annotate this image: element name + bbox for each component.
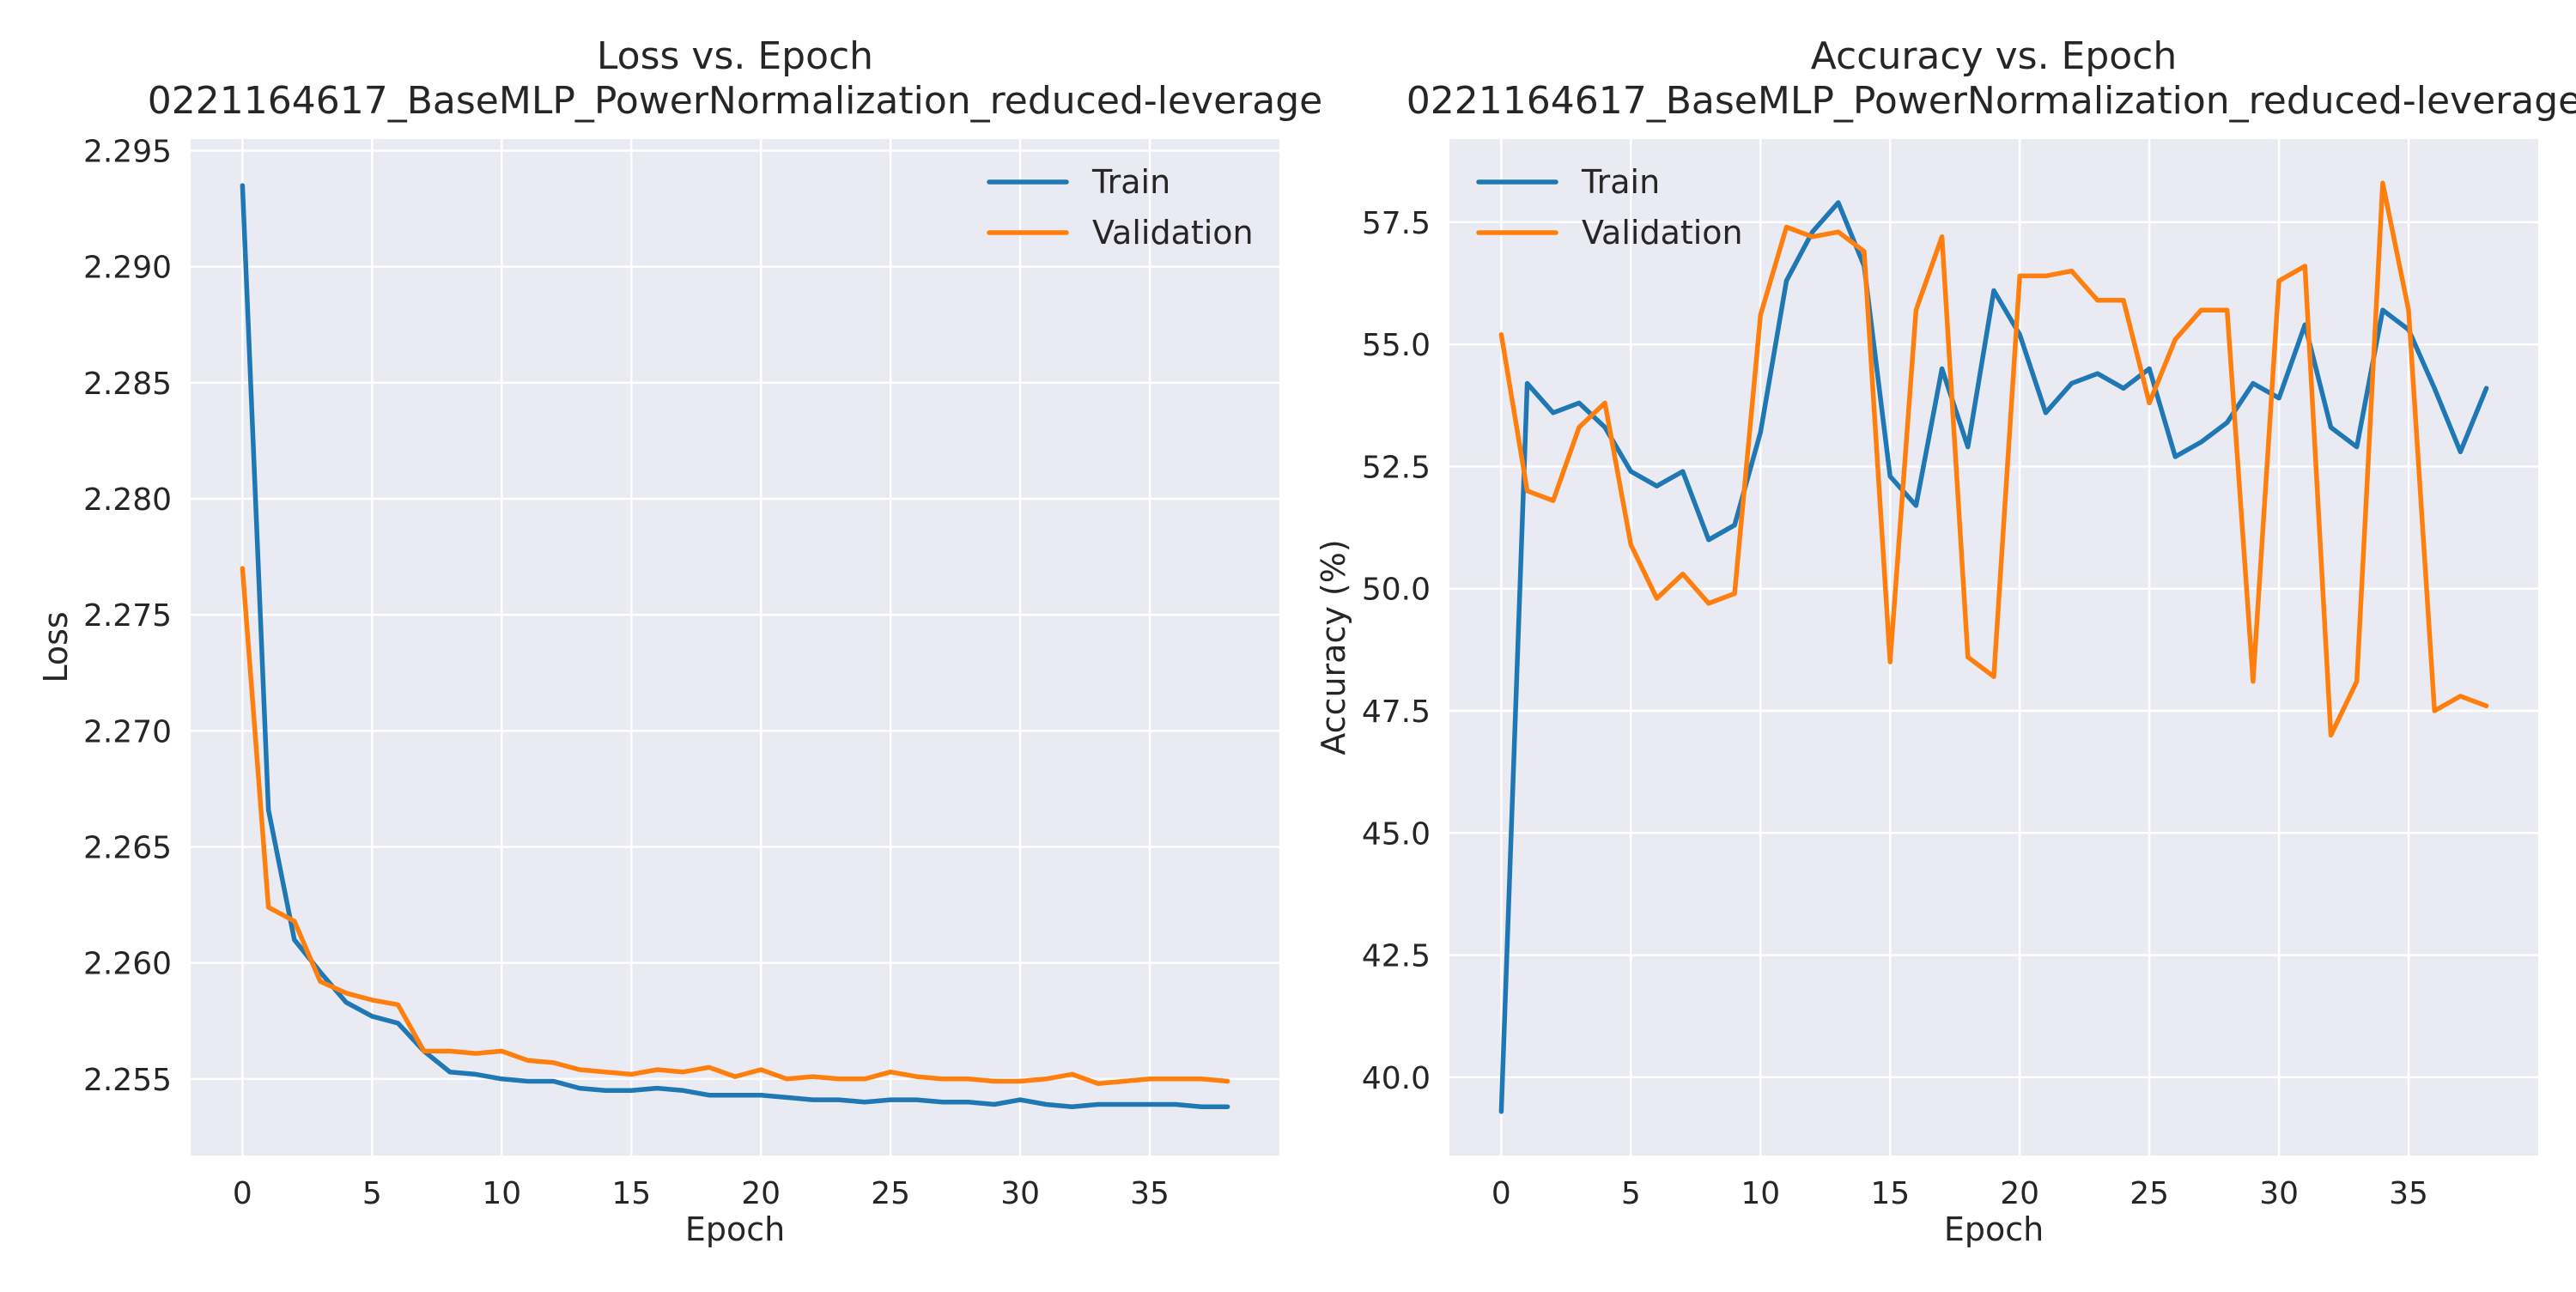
accuracy-x-tick-labels: 0 5 10 15 20 25 30 35 xyxy=(1492,1176,2428,1211)
loss-x-tick-label: 25 xyxy=(871,1176,910,1211)
loss-x-tick-label: 15 xyxy=(611,1176,651,1211)
loss-x-tick-label: 20 xyxy=(741,1176,781,1211)
accuracy-x-tick-label: 25 xyxy=(2129,1176,2169,1211)
accuracy-x-tick-label: 15 xyxy=(1870,1176,1910,1211)
accuracy-y-tick-label: 57.5 xyxy=(1362,206,1431,241)
accuracy-y-tick-label: 55.0 xyxy=(1362,328,1431,363)
accuracy-x-tick-label: 30 xyxy=(2259,1176,2299,1211)
loss-y-tick-label: 2.285 xyxy=(83,367,172,402)
accuracy-validation-line xyxy=(1498,180,2489,738)
accuracy-x-tick-label: 20 xyxy=(2000,1176,2039,1211)
loss-validation-line xyxy=(240,566,1230,1086)
accuracy-legend-validation-label: Validation xyxy=(1582,214,1743,252)
accuracy-chart: Accuracy vs. Epoch 0221164617_BaseMLP_Po… xyxy=(1315,34,2576,1248)
loss-x-tick-labels: 0 5 10 15 20 25 30 35 xyxy=(233,1176,1170,1211)
accuracy-legend: Train Validation xyxy=(1476,163,1743,252)
loss-y-tick-label: 2.280 xyxy=(83,482,172,518)
loss-legend: Train Validation xyxy=(987,163,1254,252)
loss-y-tick-label: 2.265 xyxy=(83,830,172,865)
loss-x-tick-label: 5 xyxy=(362,1176,382,1211)
accuracy-y-tick-labels: 40.0 42.5 45.0 47.5 50.0 52.5 55.0 57.5 xyxy=(1362,206,1431,1096)
loss-y-tick-label: 2.275 xyxy=(83,598,172,634)
accuracy-y-tick-label: 40.0 xyxy=(1362,1061,1431,1096)
loss-legend-validation-label: Validation xyxy=(1092,214,1254,252)
accuracy-y-tick-label: 47.5 xyxy=(1362,695,1431,730)
loss-legend-train-label: Train xyxy=(1091,163,1170,201)
accuracy-y-axis-label: Accuracy (%) xyxy=(1315,539,1352,755)
loss-grid xyxy=(191,139,1279,1156)
loss-train-line xyxy=(240,183,1230,1109)
accuracy-x-tick-label: 0 xyxy=(1492,1176,1511,1211)
loss-x-tick-label: 0 xyxy=(233,1176,252,1211)
loss-y-tick-label: 2.270 xyxy=(83,714,172,749)
accuracy-chart-title: Accuracy vs. Epoch xyxy=(1811,34,2178,78)
accuracy-x-tick-label: 5 xyxy=(1621,1176,1641,1211)
loss-chart-subtitle: 0221164617_BaseMLP_PowerNormalization_re… xyxy=(148,79,1322,123)
loss-chart: Loss vs. Epoch 0221164617_BaseMLP_PowerN… xyxy=(37,34,1322,1248)
accuracy-chart-subtitle: 0221164617_BaseMLP_PowerNormalization_re… xyxy=(1406,79,2576,123)
accuracy-x-tick-label: 10 xyxy=(1741,1176,1780,1211)
accuracy-train-line xyxy=(1498,200,2489,1114)
loss-y-tick-label: 2.295 xyxy=(83,135,172,170)
loss-x-axis-label: Epoch xyxy=(685,1210,785,1248)
loss-series-lines xyxy=(240,183,1230,1109)
loss-y-tick-label: 2.255 xyxy=(83,1063,172,1098)
loss-x-tick-label: 35 xyxy=(1130,1176,1170,1211)
accuracy-x-tick-label: 35 xyxy=(2389,1176,2428,1211)
loss-x-tick-label: 10 xyxy=(482,1176,521,1211)
accuracy-y-tick-label: 52.5 xyxy=(1362,450,1431,485)
accuracy-y-tick-label: 42.5 xyxy=(1362,939,1431,974)
accuracy-x-axis-label: Epoch xyxy=(1944,1210,2044,1248)
accuracy-series-lines xyxy=(1498,180,2489,1114)
accuracy-legend-train-label: Train xyxy=(1581,163,1660,201)
loss-y-tick-labels: 2.255 2.260 2.265 2.270 2.275 2.280 2.285 2.290… xyxy=(83,135,172,1098)
loss-plot-area xyxy=(191,139,1279,1156)
loss-y-tick-label: 2.290 xyxy=(83,251,172,286)
loss-x-tick-label: 30 xyxy=(1000,1176,1040,1211)
accuracy-y-tick-label: 50.0 xyxy=(1362,573,1431,608)
loss-y-tick-label: 2.260 xyxy=(83,947,172,982)
accuracy-y-tick-label: 45.0 xyxy=(1362,816,1431,852)
loss-chart-title: Loss vs. Epoch xyxy=(597,34,873,78)
loss-y-axis-label: Loss xyxy=(37,611,75,682)
